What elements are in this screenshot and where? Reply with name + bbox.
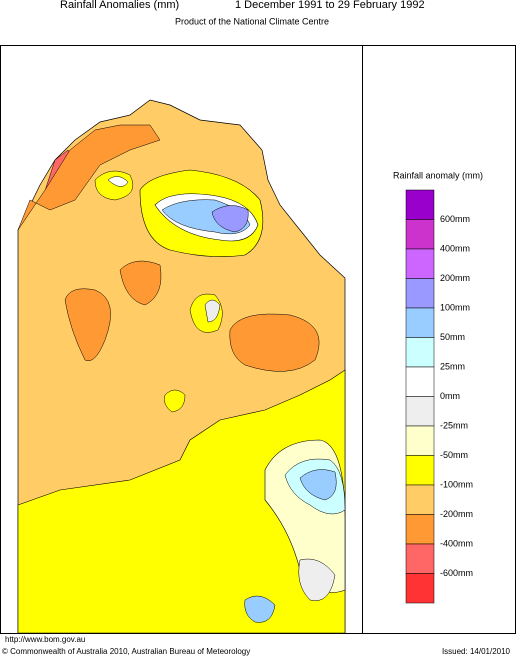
legend-label: 200mm — [440, 273, 470, 283]
legend-label: -400mm — [440, 538, 473, 548]
legend-swatch — [405, 396, 435, 427]
legend-swatch — [405, 514, 435, 545]
period: 1 December 1991 to 29 February 1992 — [235, 0, 425, 11]
legend-swatch — [405, 543, 435, 574]
legend-swatch — [405, 455, 435, 486]
issued: Issued: 14/01/2010 — [442, 647, 511, 656]
legend-label: 25mm — [440, 361, 465, 371]
legend-swatch — [405, 366, 435, 397]
legend-label: 0mm — [440, 391, 460, 401]
legend-label: 100mm — [440, 302, 470, 312]
legend-swatch — [405, 219, 435, 250]
legend-label: 400mm — [440, 243, 470, 253]
subtitle: Product of the National Climate Centre — [175, 16, 329, 26]
legend-label: -100mm — [440, 479, 473, 489]
legend-swatch — [405, 573, 435, 604]
legend-label: -200mm — [440, 509, 473, 519]
legend-swatch — [405, 278, 435, 309]
legend-label: 50mm — [440, 332, 465, 342]
legend-swatch — [405, 189, 435, 220]
legend-label: -600mm — [440, 568, 473, 578]
legend-box — [362, 45, 516, 634]
legend-title: Rainfall anomaly (mm) — [393, 170, 483, 180]
legend-swatch — [405, 307, 435, 338]
legend: 600mm 400mm 200mm 100mm 50mm 25mm 0mm -25mm -50m… — [405, 189, 473, 604]
legend-swatch — [405, 425, 435, 456]
map — [0, 45, 363, 634]
title: Rainfall Anomalies (mm) — [60, 0, 179, 11]
url: http://www.bom.gov.au — [5, 635, 85, 644]
legend-label: -50mm — [440, 450, 468, 460]
legend-swatch — [405, 337, 435, 368]
legend-label: -25mm — [440, 420, 468, 430]
legend-label: 600mm — [440, 214, 470, 224]
legend-swatch — [405, 484, 435, 515]
legend-swatch — [405, 248, 435, 279]
copyright: © Commonwealth of Australia 2010, Austra… — [2, 647, 250, 656]
